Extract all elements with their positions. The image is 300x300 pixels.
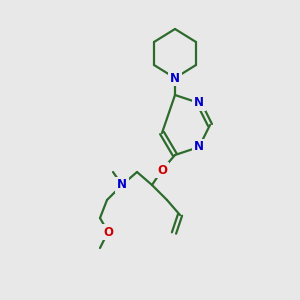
Text: O: O xyxy=(157,164,167,176)
Text: N: N xyxy=(170,71,180,85)
Text: N: N xyxy=(194,140,204,154)
Text: N: N xyxy=(117,178,127,191)
Text: O: O xyxy=(103,226,113,238)
Text: N: N xyxy=(194,97,204,110)
